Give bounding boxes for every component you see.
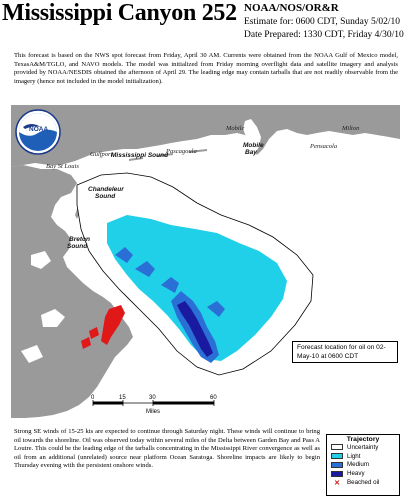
intro-paragraph: This forecast is based on the NWS spot f… [14, 52, 398, 85]
mobile-bay-line-1: Mobile [243, 142, 264, 149]
legend-item-light: Light [327, 452, 399, 461]
breton-line-1: Breton [69, 236, 90, 243]
legend-title: Trajectory [346, 436, 380, 443]
scale-unit: Miles [146, 409, 160, 415]
trajectory-legend: Trajectory Uncertainty Light Medium Heav… [326, 434, 400, 496]
label-bay-st-louis: Bay St Louis [46, 163, 79, 170]
legend-item-medium: Medium [327, 461, 399, 470]
legend-label-beached: Beached oil [347, 479, 380, 487]
label-pensacola: Pensacola [309, 143, 337, 150]
marsh-water-3 [21, 345, 43, 363]
label-pascagoula: Pascagoula [165, 148, 197, 155]
legend-label-uncertainty: Uncertainty [347, 443, 379, 451]
agency-label: NOAA/NOS/OR&R [244, 2, 339, 14]
legend-label-medium: Medium [347, 461, 370, 469]
mobile-bay-water [243, 119, 261, 153]
legend-item-uncertainty: Uncertainty [327, 443, 399, 452]
land-north [11, 105, 400, 167]
light-oil-area [107, 215, 287, 361]
label-chandeleur-sound: Chandeleur Sound [88, 186, 126, 200]
mobile-bay-line-2: Bay [245, 149, 257, 156]
legend-label-light: Light [347, 452, 361, 460]
legend-item-heavy: Heavy [327, 469, 399, 478]
breton-line-2: Sound [67, 243, 88, 250]
legend-swatch-medium [331, 461, 343, 468]
forecast-note: Strong SE winds of 15-25 kts are expecte… [14, 428, 320, 469]
legend-swatch-uncertainty [331, 444, 343, 451]
forecast-location-box: Forecast location for oil on 02-May-10 a… [292, 341, 398, 363]
beached-oil-area [81, 305, 125, 349]
label-milton: Milton [341, 125, 359, 132]
label-breton-sound: Breton Sound [67, 236, 92, 250]
legend-label-heavy: Heavy [347, 470, 365, 478]
legend-item-beached: ✕ Beached oil [327, 478, 399, 487]
chandeleur-line-1: Chandeleur [88, 186, 124, 193]
legend-swatch-light [331, 453, 343, 460]
marsh-water-2 [41, 309, 65, 327]
label-mobile: Mobile [225, 125, 245, 132]
chandeleur-line-2: Sound [95, 193, 116, 200]
barrier-islands [129, 149, 207, 161]
heavy-oil-area [177, 301, 213, 357]
page-title: Mississippi Canyon 252 [2, 0, 237, 26]
scale-tick-60: 60 [210, 395, 217, 401]
beached-oil-icon: ✕ [334, 479, 340, 487]
map-canvas: Mobile Milton Pensacola Gulfport Mississ… [11, 105, 400, 418]
scale-tick-15: 15 [119, 395, 126, 401]
scale-tick-30: 30 [149, 395, 156, 401]
label-mobile-bay: Mobile Bay [243, 142, 265, 156]
scale-bar: 0 15 30 60 Miles [91, 395, 217, 415]
noaa-logo: NOAA [15, 109, 61, 155]
label-mississippi-sound: Mississippi Sound [111, 152, 169, 159]
scale-tick-0: 0 [91, 395, 95, 401]
trajectory-map: Mobile Milton Pensacola Gulfport Mississ… [11, 105, 400, 418]
noaa-logo-text: NOAA [29, 126, 48, 133]
label-gulfport: Gulfport [90, 151, 113, 158]
marsh-water-1 [31, 251, 51, 269]
estimate-date: Estimate for: 0600 CDT, Sunday 5/02/10 [244, 17, 401, 27]
legend-swatch-heavy [331, 470, 343, 477]
prepared-date: Date Prepared: 1330 CDT, Friday 4/30/10 [244, 30, 404, 40]
